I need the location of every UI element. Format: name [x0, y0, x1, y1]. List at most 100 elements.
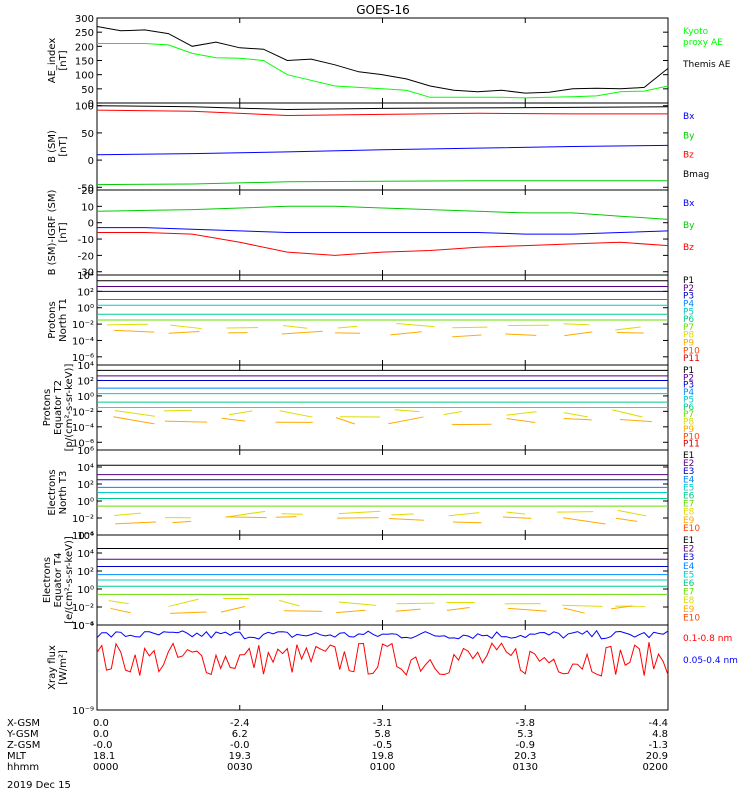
y-axis-label-line: Equator T2	[53, 380, 64, 435]
y-tick-label: 300	[75, 14, 94, 25]
y-tick-label: 10⁰	[77, 497, 94, 508]
channel-segment	[506, 511, 526, 515]
y-axis-label: ProtonsNorth T1	[47, 298, 69, 342]
legend-entry: P6	[683, 315, 694, 325]
channel-segment	[452, 521, 482, 524]
channel-segment	[610, 605, 633, 610]
channel-segment	[394, 409, 420, 413]
channel-segment	[452, 334, 482, 338]
legend-entry: P8	[683, 418, 694, 428]
channel-segment	[275, 516, 297, 518]
legend-entry: 0.1-0.8 nm	[683, 634, 732, 644]
series-line-bmag	[96, 105, 669, 111]
y-tick-label: 10⁻²	[72, 514, 94, 525]
series-line-themis-ae	[96, 26, 669, 94]
channel-segment	[616, 517, 638, 522]
legend-entry: E5	[683, 570, 694, 580]
plot-title: GOES-16	[356, 3, 410, 17]
ephemeris-value: -4.4	[648, 718, 668, 729]
channel-segment	[168, 598, 199, 607]
legend-entry: Bx	[683, 199, 695, 209]
y-tick-label: 10⁻⁴	[72, 336, 94, 347]
y-tick-label: 150	[75, 57, 94, 68]
channel-segment	[612, 409, 643, 418]
channel-segment	[562, 604, 603, 607]
ephemeris-value: 0000	[93, 762, 118, 773]
ephemeris-row-label: X-GSM	[7, 718, 40, 729]
y-axis-label-line: North T3	[58, 471, 69, 515]
channel-segment	[335, 417, 355, 425]
y-tick-label: 250	[75, 28, 94, 39]
y-tick-label: 10⁻⁴	[72, 531, 94, 542]
y-tick-label: 10²	[77, 287, 94, 298]
channel-segment	[388, 416, 424, 425]
y-tick-label: 10⁴	[77, 463, 94, 474]
legend-entry: E10	[683, 524, 700, 534]
y-axis-label-line: [nT]	[58, 136, 69, 156]
channel-segment	[338, 601, 376, 606]
y-tick-label: 10⁻²	[72, 407, 94, 418]
y-tick-label: 20	[81, 186, 94, 197]
channel-segment	[391, 513, 414, 516]
ephemeris-value: -0.9	[515, 740, 535, 751]
y-axis-label-line: B (SM)-IGRF (SM)	[47, 190, 58, 276]
legend-entry: E1	[683, 451, 694, 461]
channel-segment	[114, 329, 155, 333]
y-tick-label: 10⁶	[77, 446, 94, 457]
y-tick-label: 10⁰	[77, 304, 94, 315]
legend-entry: By	[683, 221, 695, 231]
channel-segment	[563, 323, 590, 326]
legend-entry: P4	[683, 388, 694, 398]
ephemeris-row-label: hhmm	[7, 762, 39, 773]
channel-segment	[338, 510, 381, 515]
ephemeris-value: 5.3	[517, 729, 533, 740]
legend-entry: E8	[683, 596, 695, 606]
legend-entry-line: By	[683, 221, 695, 231]
ephemeris-row-label: MLT	[7, 751, 27, 762]
y-tick-label: 10²	[77, 480, 94, 491]
y-axis-label-line: Equator T4	[53, 553, 64, 608]
y-tick-label: 10⁻⁶	[72, 353, 94, 364]
y-axis-label: AE_index[nT]	[47, 38, 69, 84]
panel-frame	[96, 17, 669, 104]
channel-segment	[502, 516, 532, 519]
legend-entry-line: Bz	[683, 243, 694, 253]
series-line-0-1-0-8-nm	[96, 642, 669, 677]
legend-entry-line: Themis AE	[682, 60, 731, 70]
legend-entry: E8	[683, 508, 695, 518]
channel-segment	[220, 606, 246, 613]
channel-segment	[226, 516, 267, 519]
channel-segment	[615, 326, 641, 331]
legend-entry: Bx	[683, 112, 695, 122]
y-tick-label: 10²	[77, 376, 94, 387]
series-line-bx	[96, 144, 669, 156]
channel-segment	[446, 607, 470, 611]
channel-segment	[110, 607, 131, 614]
channel-segment	[281, 330, 323, 335]
y-axis-label-line: [p/(cm²-s-sr-keV)]	[64, 364, 75, 452]
legend-entry: E2	[683, 545, 694, 555]
y-axis-label-line: Xray flux	[47, 645, 58, 690]
panel-xray-flux: 10⁻⁶ 10⁻⁹ Xray flux[W/m²] 0.1-0.8 nm 0.05-0.…	[47, 621, 738, 717]
legend-entry: P7	[683, 410, 694, 420]
ephemeris-value: 0030	[227, 762, 252, 773]
legend-entry: Themis AE	[682, 60, 731, 70]
y-axis-label-line: Electrons	[47, 469, 58, 515]
y-tick-label: -20	[78, 251, 94, 262]
y-tick-label: 0	[88, 219, 94, 230]
channel-segment	[452, 326, 488, 329]
ephemeris-value: 0.0	[93, 729, 109, 740]
legend-entry: P2	[683, 373, 694, 383]
ephemeris-value: -3.8	[515, 718, 535, 729]
legend-entry-line: Bmag	[683, 170, 709, 180]
ephemeris-value: -0.5	[373, 740, 393, 751]
channel-segment	[337, 325, 358, 329]
y-axis-label-line: Electrons	[42, 557, 53, 603]
y-axis-label-line: AE_index	[47, 38, 58, 84]
channel-segment	[106, 323, 149, 326]
y-tick-label: 50	[81, 129, 94, 140]
y-tick-label: 10⁻⁶	[72, 438, 94, 449]
channel-segment	[168, 330, 200, 334]
